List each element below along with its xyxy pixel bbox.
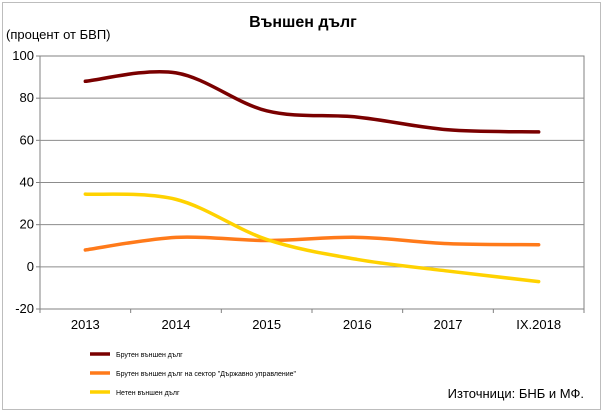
y-tick-label: 40 <box>20 175 34 190</box>
legend-label-gross-external-debt: Брутен външен дълг <box>116 352 183 359</box>
legend-label-government-external-debt: Брутен външен дълг на сектор "Държавно у… <box>116 371 297 378</box>
y-tick-label: 100 <box>12 48 34 63</box>
x-tick-label: 2014 <box>162 317 191 332</box>
y-tick-label: 0 <box>27 259 34 274</box>
x-tick-label: IX.2018 <box>516 317 561 332</box>
x-tick-label: 2015 <box>252 317 281 332</box>
legend-label-net-external-debt: Нетен външен дълг <box>116 390 180 397</box>
y-tick-label: -20 <box>15 301 34 316</box>
x-tick-label: 2017 <box>434 317 463 332</box>
series-line-gross-external-debt <box>83 69 541 134</box>
y-tick-label: 60 <box>20 132 34 147</box>
y-axis-label: (процент от БВП) <box>6 27 111 42</box>
x-tick-label: 2016 <box>343 317 372 332</box>
chart-title: Външен дълг <box>249 14 357 31</box>
series-line-government-external-debt <box>83 235 541 252</box>
y-tick-label: 80 <box>20 90 34 105</box>
series-line-net-external-debt <box>83 192 541 284</box>
y-tick-label: 20 <box>20 217 34 232</box>
x-tick-label: 2013 <box>71 317 100 332</box>
source-note: Източници: БНБ и МФ. <box>447 386 584 401</box>
